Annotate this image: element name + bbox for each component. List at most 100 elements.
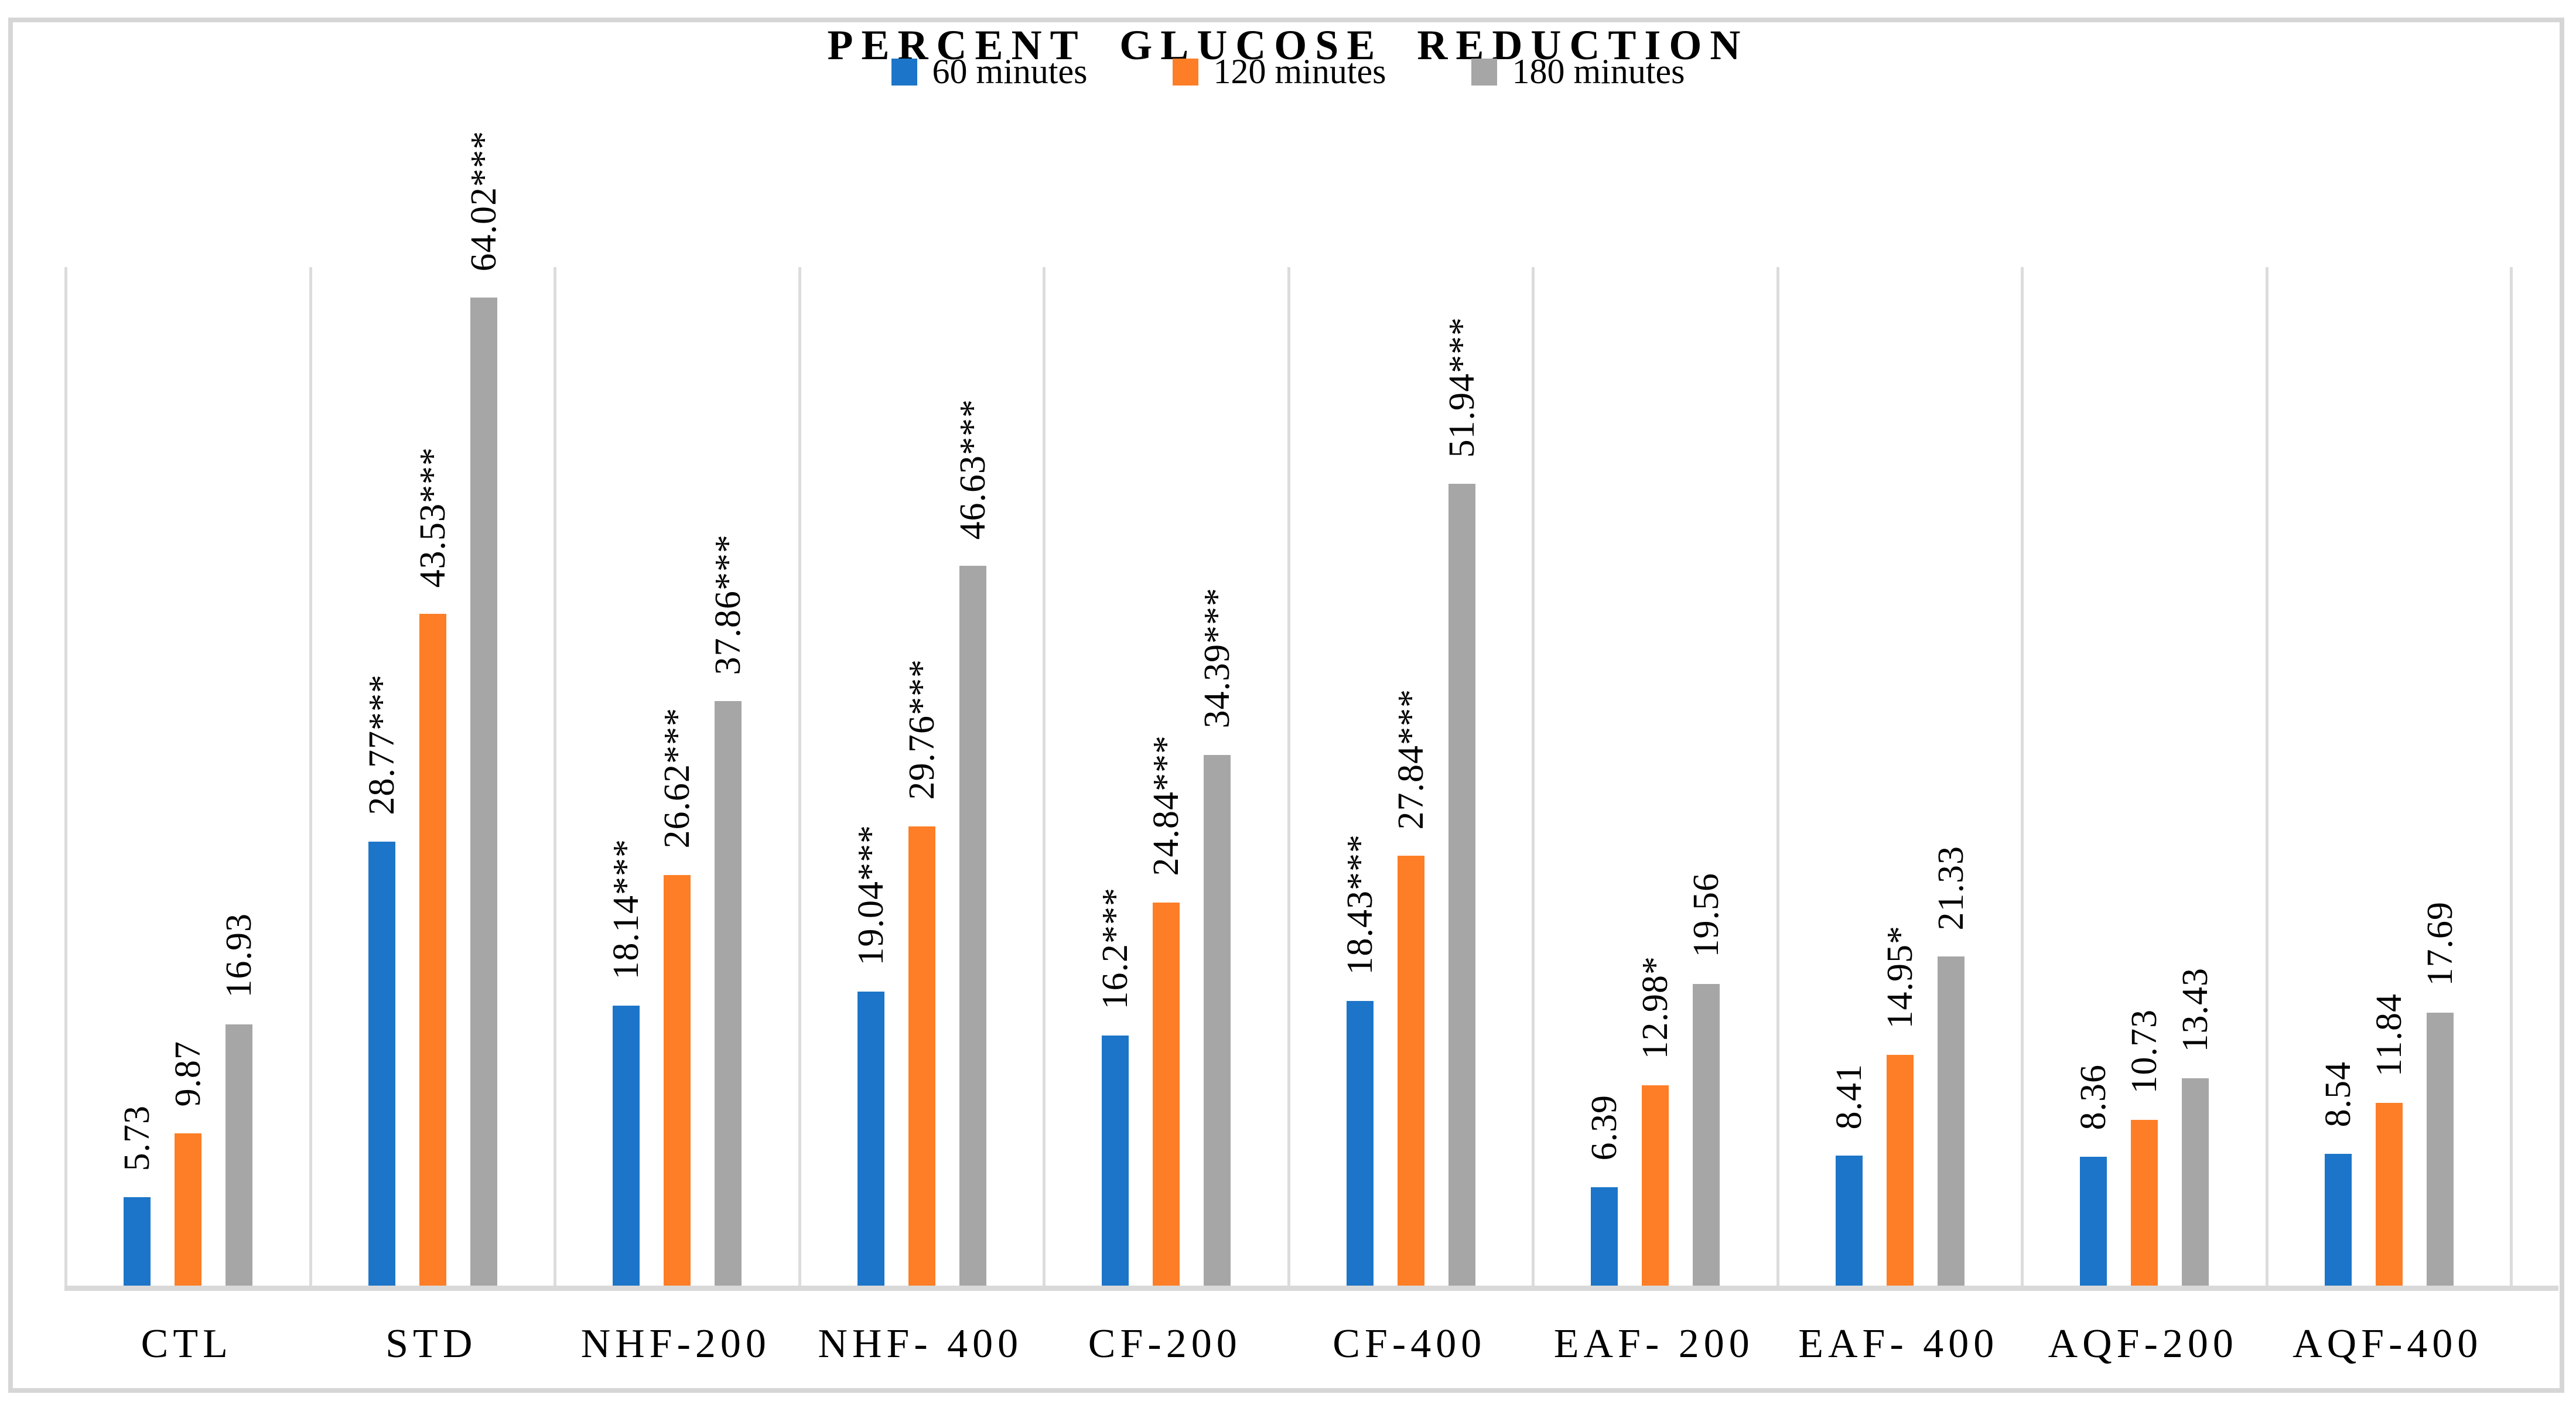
bar-slot: 46.63*** bbox=[953, 267, 993, 1286]
bar-value-label: 18.43*** bbox=[1340, 833, 1380, 975]
bar-slot: 17.69 bbox=[2420, 267, 2460, 1286]
bar-value-label: 11.84 bbox=[2369, 993, 2409, 1077]
bar-slot: 14.95* bbox=[1880, 267, 1920, 1286]
bar-slot: 19.04*** bbox=[851, 267, 891, 1286]
bar-180-minutes-CTL bbox=[226, 1024, 253, 1286]
bar-value-label: 10.73 bbox=[2124, 1009, 2165, 1094]
category-column-STD: 28.77*** 43.53*** 64.02*** bbox=[309, 131, 554, 1286]
bar-value-label: 29.76*** bbox=[901, 659, 942, 800]
bar-slot: 13.43 bbox=[2175, 267, 2215, 1286]
bar-180-minutes-CF-200 bbox=[1204, 754, 1231, 1286]
x-axis-label-EAF-200: EAF- 200 bbox=[1553, 1321, 1754, 1366]
bar-value-label: 46.63*** bbox=[952, 398, 993, 540]
bar-slot: 6.39 bbox=[1584, 267, 1624, 1286]
bar-120-minutes-EAF-400 bbox=[1886, 1055, 1914, 1286]
bar-120-minutes-AQF-200 bbox=[2131, 1120, 2158, 1286]
x-axis-labels: CTL STD NHF-200 NHF- 400 CF-200 CF-400 EAF- 20… bbox=[64, 1312, 2510, 1376]
x-axis-label-CF-400: CF-400 bbox=[1333, 1321, 1487, 1366]
category-column-AQF-400: 8.54 11.84 17.69 bbox=[2265, 267, 2510, 1286]
bar-value-label: 8.54 bbox=[2318, 1061, 2358, 1127]
bar-180-minutes-AQF-200 bbox=[2182, 1078, 2209, 1286]
bar-value-label: 16.93 bbox=[219, 913, 259, 998]
bar-value-label: 37.86*** bbox=[708, 534, 749, 675]
bar-value-label: 6.39 bbox=[1584, 1095, 1625, 1161]
bar-value-label: 27.84*** bbox=[1391, 688, 1431, 830]
bar-slot: 18.43*** bbox=[1340, 267, 1380, 1286]
x-axis-label-AQF-400: AQF-400 bbox=[2293, 1321, 2483, 1366]
bar-value-label: 19.56 bbox=[1686, 873, 1727, 958]
bar-60-minutes-EAF-200 bbox=[1591, 1187, 1618, 1286]
bar-60-minutes-CTL bbox=[124, 1197, 151, 1286]
x-axis-label-EAF-400: EAF- 400 bbox=[1798, 1321, 1999, 1366]
category-column-EAF-200: 6.39 12.98* 19.56 bbox=[1532, 267, 1776, 1286]
bar-value-label: 24.84*** bbox=[1146, 735, 1187, 876]
bar-slot: 64.02*** bbox=[464, 131, 504, 1286]
bar-slot: 27.84*** bbox=[1391, 267, 1431, 1286]
bar-180-minutes-EAF-200 bbox=[1693, 983, 1720, 1286]
bar-value-label: 14.95* bbox=[1880, 925, 1920, 1029]
bar-slot: 16.2*** bbox=[1095, 267, 1135, 1286]
bar-slot: 10.73 bbox=[2124, 267, 2164, 1286]
bar-120-minutes-CF-200 bbox=[1153, 902, 1180, 1286]
bar-120-minutes-NHF-400 bbox=[908, 826, 935, 1286]
bar-60-minutes-AQF-400 bbox=[2324, 1153, 2352, 1286]
bar-slot: 21.33 bbox=[1931, 267, 1971, 1286]
bar-120-minutes-STD bbox=[419, 614, 446, 1286]
bar-value-label: 12.98* bbox=[1635, 955, 1676, 1060]
bar-180-minutes-NHF-200 bbox=[715, 701, 742, 1286]
bar-value-label: 64.02*** bbox=[463, 130, 504, 272]
bar-180-minutes-NHF-400 bbox=[959, 566, 986, 1286]
bar-slot: 11.84 bbox=[2369, 267, 2409, 1286]
plot-area: 5.73 9.87 16.93 28.77*** 43.53*** 64.02*** 18.… bbox=[64, 131, 2513, 1286]
bar-60-minutes-NHF-400 bbox=[857, 992, 884, 1286]
bar-value-label: 26.62*** bbox=[657, 708, 698, 849]
category-column-NHF-200: 18.14*** 26.62*** 37.86*** bbox=[554, 267, 798, 1286]
bar-60-minutes-STD bbox=[368, 841, 395, 1286]
bar-60-minutes-CF-400 bbox=[1346, 1001, 1374, 1286]
bar-120-minutes-AQF-400 bbox=[2375, 1103, 2403, 1286]
bar-slot: 34.39*** bbox=[1197, 267, 1237, 1286]
bar-slot: 43.53*** bbox=[413, 267, 453, 1286]
bar-value-label: 28.77*** bbox=[361, 674, 402, 815]
bar-value-label: 8.36 bbox=[2073, 1064, 2114, 1130]
legend-label: 60 minutes bbox=[932, 52, 1088, 91]
bar-180-minutes-CF-400 bbox=[1448, 484, 1475, 1286]
chart-title: PERCENT GLUCOSE REDUCTION bbox=[827, 22, 1749, 69]
bar-slot: 19.56 bbox=[1686, 267, 1726, 1286]
bar-value-label: 34.39*** bbox=[1197, 587, 1238, 729]
bar-value-label: 8.41 bbox=[1829, 1063, 1869, 1130]
category-column-AQF-200: 8.36 10.73 13.43 bbox=[2021, 267, 2266, 1286]
legend-swatch-icon bbox=[1172, 58, 1198, 86]
bar-value-label: 16.2*** bbox=[1095, 887, 1136, 1010]
bar-slot: 26.62*** bbox=[657, 267, 697, 1286]
bar-slot: 28.77*** bbox=[362, 267, 402, 1286]
bar-60-minutes-EAF-400 bbox=[1835, 1156, 1863, 1286]
bar-slot: 8.36 bbox=[2073, 267, 2113, 1286]
bar-120-minutes-EAF-200 bbox=[1642, 1085, 1669, 1286]
bar-60-minutes-NHF-200 bbox=[613, 1006, 640, 1286]
x-axis-line bbox=[64, 1286, 2558, 1291]
bar-value-label: 5.73 bbox=[117, 1105, 158, 1171]
bar-slot: 9.87 bbox=[168, 267, 208, 1286]
bar-60-minutes-AQF-200 bbox=[2080, 1156, 2107, 1286]
bar-slot: 51.94*** bbox=[1442, 267, 1482, 1286]
x-axis-label-AQF-200: AQF-200 bbox=[2048, 1321, 2238, 1366]
category-column-EAF-400: 8.41 14.95* 21.33 bbox=[1776, 267, 2021, 1286]
x-axis-label-STD: STD bbox=[385, 1321, 477, 1366]
bar-value-label: 19.04*** bbox=[850, 824, 891, 966]
bar-120-minutes-NHF-200 bbox=[664, 874, 691, 1286]
bar-slot: 18.14*** bbox=[606, 267, 646, 1286]
bar-value-label: 51.94*** bbox=[1441, 316, 1482, 458]
bar-value-label: 43.53*** bbox=[412, 446, 453, 588]
category-column-NHF-400: 19.04*** 29.76*** 46.63*** bbox=[798, 267, 1043, 1286]
bar-slot: 37.86*** bbox=[708, 267, 748, 1286]
bar-120-minutes-CF-400 bbox=[1397, 856, 1424, 1286]
x-axis-label-CF-200: CF-200 bbox=[1088, 1321, 1242, 1366]
legend: 60 minutes 120 minutes 180 minutes bbox=[0, 52, 2576, 92]
legend-label: 180 minutes bbox=[1512, 52, 1685, 91]
bar-180-minutes-AQF-400 bbox=[2426, 1012, 2454, 1286]
bar-slot: 16.93 bbox=[219, 267, 259, 1286]
bar-value-label: 13.43 bbox=[2175, 967, 2216, 1053]
bar-180-minutes-EAF-400 bbox=[1937, 956, 1965, 1286]
